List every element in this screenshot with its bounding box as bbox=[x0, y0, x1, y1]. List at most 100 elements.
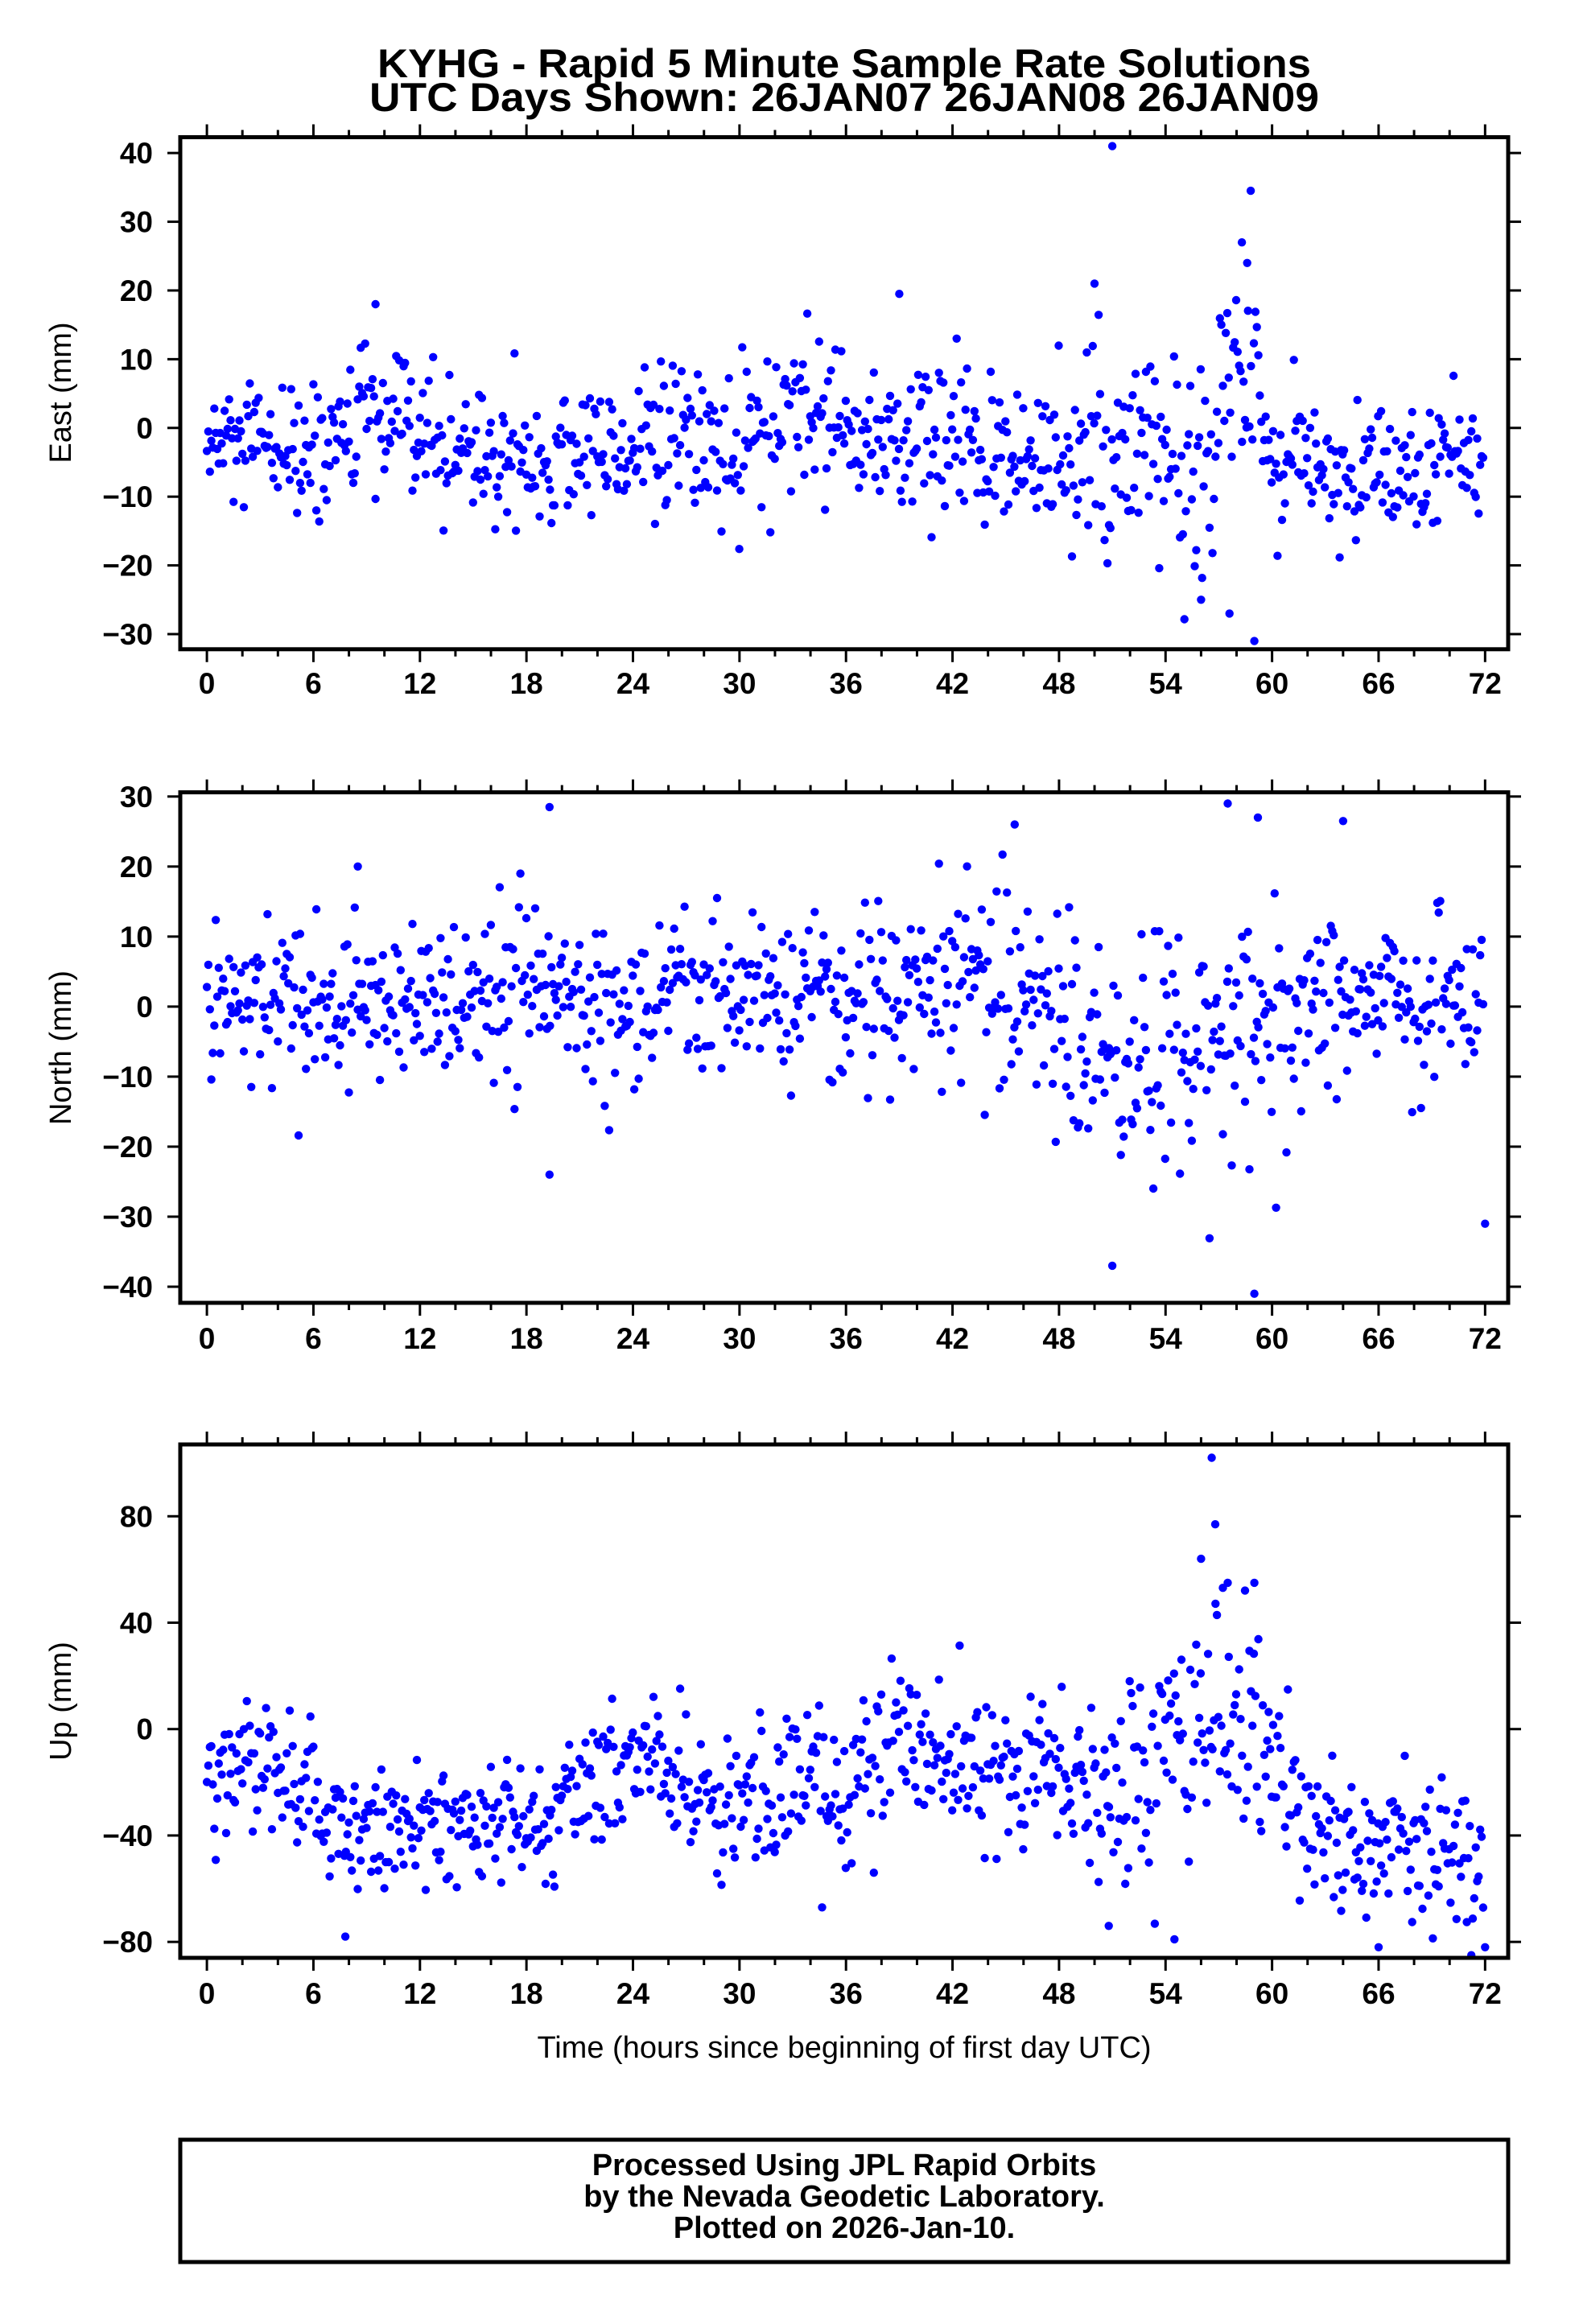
north-data-point bbox=[1321, 937, 1331, 947]
up-data-point bbox=[901, 1768, 909, 1777]
east-data-point bbox=[293, 509, 302, 517]
north-data-point bbox=[547, 962, 556, 972]
east-data-point bbox=[1298, 416, 1307, 426]
east-data-point bbox=[604, 398, 614, 406]
up-data-point bbox=[535, 1765, 544, 1774]
up-data-point bbox=[1453, 1808, 1462, 1817]
north-data-point bbox=[412, 1020, 422, 1028]
east-data-point bbox=[938, 476, 946, 485]
north-data-point bbox=[745, 1017, 754, 1027]
east-data-point bbox=[1085, 476, 1095, 484]
north-data-point bbox=[696, 975, 705, 984]
north-data-point bbox=[1111, 1073, 1119, 1082]
east-data-point bbox=[525, 433, 534, 442]
up-data-point bbox=[1030, 1799, 1040, 1807]
north-data-point bbox=[1441, 999, 1451, 1008]
north-data-point bbox=[1136, 1055, 1144, 1064]
east-data-point bbox=[237, 426, 245, 436]
up-data-point bbox=[237, 1765, 245, 1774]
east-data-point bbox=[325, 461, 334, 471]
north-data-point bbox=[810, 908, 819, 917]
up-data-point bbox=[1134, 1795, 1143, 1803]
east-data-point bbox=[625, 456, 634, 465]
north-data-point bbox=[320, 1053, 330, 1062]
north-data-point bbox=[251, 975, 260, 985]
up-data-point bbox=[843, 1827, 851, 1837]
up-data-point bbox=[1121, 1879, 1130, 1889]
north-data-point bbox=[957, 1078, 966, 1087]
up-data-point bbox=[968, 1782, 978, 1792]
north-data-point bbox=[393, 949, 402, 958]
y-tick-label: −20 bbox=[102, 1131, 153, 1164]
east-data-point bbox=[1181, 507, 1190, 516]
up-data-point bbox=[1457, 1873, 1466, 1881]
up-data-point bbox=[498, 1815, 507, 1823]
east-data-point bbox=[1383, 447, 1391, 455]
north-data-point bbox=[691, 970, 699, 980]
north-data-point bbox=[513, 1082, 522, 1092]
north-data-point bbox=[1300, 976, 1309, 985]
up-data-point bbox=[1312, 1811, 1321, 1821]
north-data-point bbox=[433, 1037, 442, 1046]
east-data-point bbox=[1351, 536, 1361, 545]
north-data-point bbox=[514, 903, 523, 912]
up-data-point bbox=[362, 1823, 371, 1832]
east-data-point bbox=[429, 352, 438, 361]
up-data-point bbox=[648, 1745, 657, 1754]
east-data-point bbox=[1211, 452, 1220, 461]
x-tick-label: 54 bbox=[1149, 667, 1183, 700]
east-data-point bbox=[387, 417, 396, 426]
up-data-point bbox=[482, 1802, 491, 1811]
up-data-point bbox=[1194, 1713, 1204, 1722]
east-data-point bbox=[609, 431, 618, 440]
up-data-point bbox=[1362, 1913, 1371, 1922]
east-data-point bbox=[491, 525, 500, 534]
up-data-point bbox=[929, 1738, 938, 1747]
north-data-point bbox=[293, 1003, 302, 1013]
north-data-point bbox=[723, 1024, 732, 1032]
x-tick-label: 18 bbox=[510, 1322, 543, 1355]
east-data-point bbox=[331, 455, 340, 465]
east-data-point bbox=[1111, 484, 1119, 493]
east-data-point bbox=[1140, 451, 1149, 459]
north-data-point bbox=[365, 1040, 374, 1049]
north-data-point bbox=[763, 1013, 772, 1023]
x-tick-label: 6 bbox=[305, 1322, 322, 1355]
up-data-point bbox=[615, 1803, 624, 1812]
up-data-point bbox=[530, 1791, 538, 1800]
north-data-point bbox=[530, 904, 540, 913]
up-data-point bbox=[810, 1782, 819, 1791]
up-data-point bbox=[636, 1787, 645, 1796]
east-data-point bbox=[371, 494, 380, 504]
north-data-point bbox=[657, 983, 666, 992]
east-data-point bbox=[1004, 500, 1013, 509]
north-data-point bbox=[1076, 1045, 1086, 1054]
north-data-point bbox=[576, 985, 586, 995]
north-data-point bbox=[1247, 1049, 1255, 1059]
y-tick-label: 30 bbox=[120, 781, 153, 814]
north-data-point bbox=[588, 1077, 597, 1086]
y-tick-label: 0 bbox=[136, 412, 153, 445]
up-data-point bbox=[1376, 1861, 1386, 1870]
north-data-point bbox=[475, 1053, 484, 1062]
up-data-point bbox=[1174, 1716, 1183, 1726]
east-data-point bbox=[223, 424, 232, 434]
up-data-point bbox=[1261, 1772, 1270, 1781]
east-data-point bbox=[530, 482, 540, 491]
up-data-point bbox=[1354, 1856, 1363, 1865]
north-data-point bbox=[739, 995, 748, 1004]
north-data-point bbox=[318, 995, 327, 1004]
up-data-point bbox=[754, 1824, 763, 1833]
east-data-point bbox=[456, 434, 464, 443]
north-data-point bbox=[284, 979, 293, 988]
east-panel: East (mm) 0 6 12 18 24 30 36 42 48 54 60 66 72403020… bbox=[44, 124, 1521, 700]
up-data-point bbox=[987, 1711, 997, 1720]
up-data-point bbox=[1187, 1793, 1197, 1802]
east-data-point bbox=[1289, 356, 1298, 365]
east-data-point bbox=[519, 446, 528, 455]
up-data-point bbox=[1325, 1816, 1334, 1825]
north-data-point bbox=[649, 1028, 658, 1037]
north-data-point bbox=[901, 962, 909, 972]
up-data-point bbox=[290, 1779, 299, 1789]
y-tick-label: −10 bbox=[102, 480, 153, 513]
